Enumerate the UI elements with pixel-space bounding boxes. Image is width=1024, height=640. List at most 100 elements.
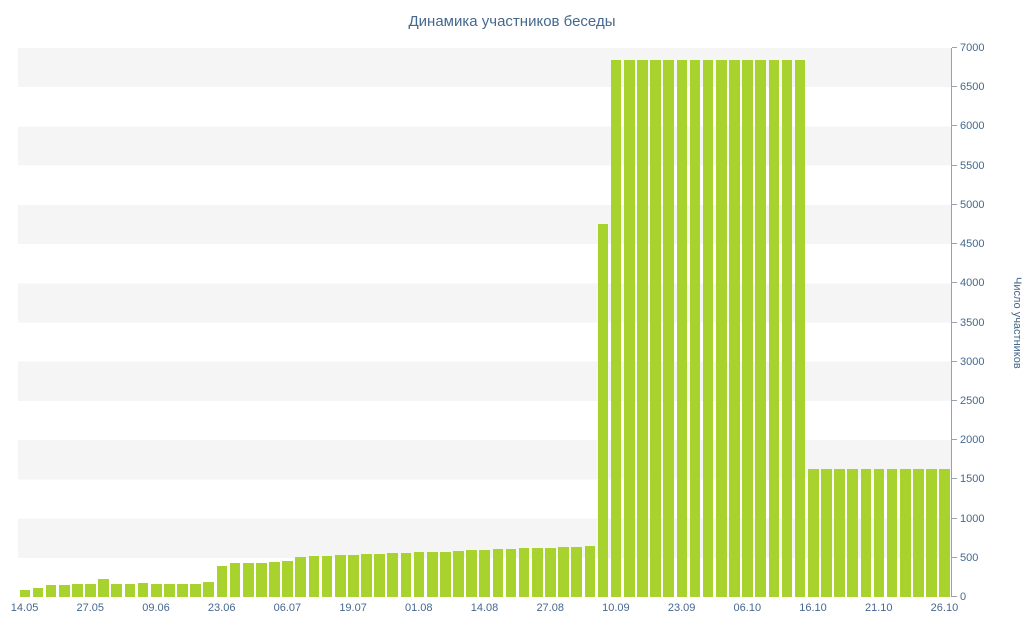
bar: [663, 59, 675, 597]
y-tick-mark: [952, 47, 957, 48]
x-tick-label: 10.09: [602, 602, 630, 614]
bar: [873, 469, 885, 597]
bar: [440, 551, 451, 597]
bar: [768, 59, 780, 597]
bar: [781, 59, 793, 597]
bar: [926, 469, 937, 597]
x-tick-label: 23.09: [667, 602, 696, 614]
bar: [834, 469, 845, 597]
bar: [269, 562, 280, 597]
y-tick-label: 3500: [960, 316, 985, 329]
bar: [308, 556, 320, 597]
y-tick-label: 4000: [960, 277, 985, 290]
bar: [72, 584, 83, 597]
bar: [755, 59, 767, 597]
y-tick-mark: [952, 203, 957, 205]
bar: [348, 554, 359, 597]
bar: [821, 469, 832, 597]
y-tick-mark: [952, 282, 957, 284]
bar: [216, 566, 228, 597]
y-tick-mark: [952, 517, 957, 519]
bar: [164, 584, 175, 597]
bar: [558, 547, 569, 597]
bar: [150, 583, 162, 597]
y-tick-mark: [952, 439, 957, 441]
y-tick-mark: [952, 321, 957, 323]
x-tick-label: 06.10: [733, 602, 762, 614]
bar: [886, 469, 898, 597]
x-tick-label: 01.08: [405, 602, 433, 614]
bar: [45, 585, 57, 597]
bar: [282, 560, 293, 597]
bar: [492, 549, 504, 597]
bar: [650, 59, 661, 597]
y-tick-mark: [952, 478, 957, 480]
bar: [505, 548, 517, 597]
y-tick-label: 4500: [960, 238, 985, 251]
y-tick-mark: [952, 360, 957, 362]
bar: [361, 554, 372, 597]
bar: [466, 550, 477, 597]
bars: [18, 48, 951, 597]
bar: [85, 583, 96, 597]
y-tick-label: 5500: [960, 159, 985, 172]
bar: [98, 578, 109, 597]
bar: [256, 562, 267, 597]
bar: [729, 59, 740, 597]
x-tick-label: 27.05: [76, 602, 105, 614]
bar: [229, 563, 241, 597]
y-tick-mark: [952, 596, 957, 597]
y-tick-label: 6000: [960, 120, 985, 133]
bar: [807, 469, 819, 597]
bar: [545, 547, 556, 597]
x-tick-label: 14.08: [470, 602, 499, 614]
y-tick-mark: [952, 399, 957, 401]
x-tick-label: 26.10: [930, 602, 959, 614]
bar: [177, 584, 188, 597]
y-tick-label: 5000: [960, 198, 985, 211]
bar: [295, 557, 307, 597]
bar: [899, 469, 911, 597]
bar: [32, 588, 44, 597]
y-tick-label: 2000: [960, 434, 985, 447]
x-tick-label: 16.10: [799, 602, 827, 614]
x-tick-label: 19.07: [339, 602, 367, 614]
y-axis-title-text: Число участников: [1011, 276, 1023, 369]
plot-area: 0 500 1000 1500 2000 2500 3000 3500 4000 4500 5000…: [11, 42, 985, 614]
bar: [321, 555, 333, 597]
y-tick-label: 3000: [960, 355, 985, 368]
y-tick-label: 500: [960, 551, 979, 564]
bar: [847, 469, 858, 597]
bar: [400, 553, 412, 597]
bar: [242, 563, 254, 597]
bar: [637, 59, 648, 597]
bar: [124, 583, 136, 597]
bar: [453, 551, 464, 597]
x-tick-label: 09.06: [142, 602, 170, 614]
y-tick-label: 6500: [960, 81, 985, 94]
x-tick-label: 14.05: [10, 602, 39, 614]
bar: [413, 552, 425, 597]
y-tick-label: 0: [960, 591, 967, 603]
bar: [111, 584, 123, 597]
bar: [531, 547, 543, 597]
bar: [794, 59, 806, 597]
bar: [584, 546, 596, 597]
bar: [913, 469, 924, 597]
y-tick-mark: [952, 125, 957, 127]
x-tick-label: 23.06: [207, 602, 236, 614]
bar: [689, 59, 701, 597]
bar: [426, 551, 438, 597]
x-tick-label: 27.08: [536, 602, 564, 614]
bar: [715, 59, 727, 597]
bar: [203, 581, 215, 597]
bar: [742, 59, 753, 597]
chart-title: Динамика участников беседы: [408, 13, 616, 30]
y-axis-title: Число участников: [1011, 48, 1023, 597]
bar: [571, 546, 583, 597]
bar: [702, 59, 714, 597]
x-tick-label: 06.07: [273, 602, 302, 614]
y-tick-mark: [952, 243, 957, 245]
bar: [334, 555, 346, 597]
